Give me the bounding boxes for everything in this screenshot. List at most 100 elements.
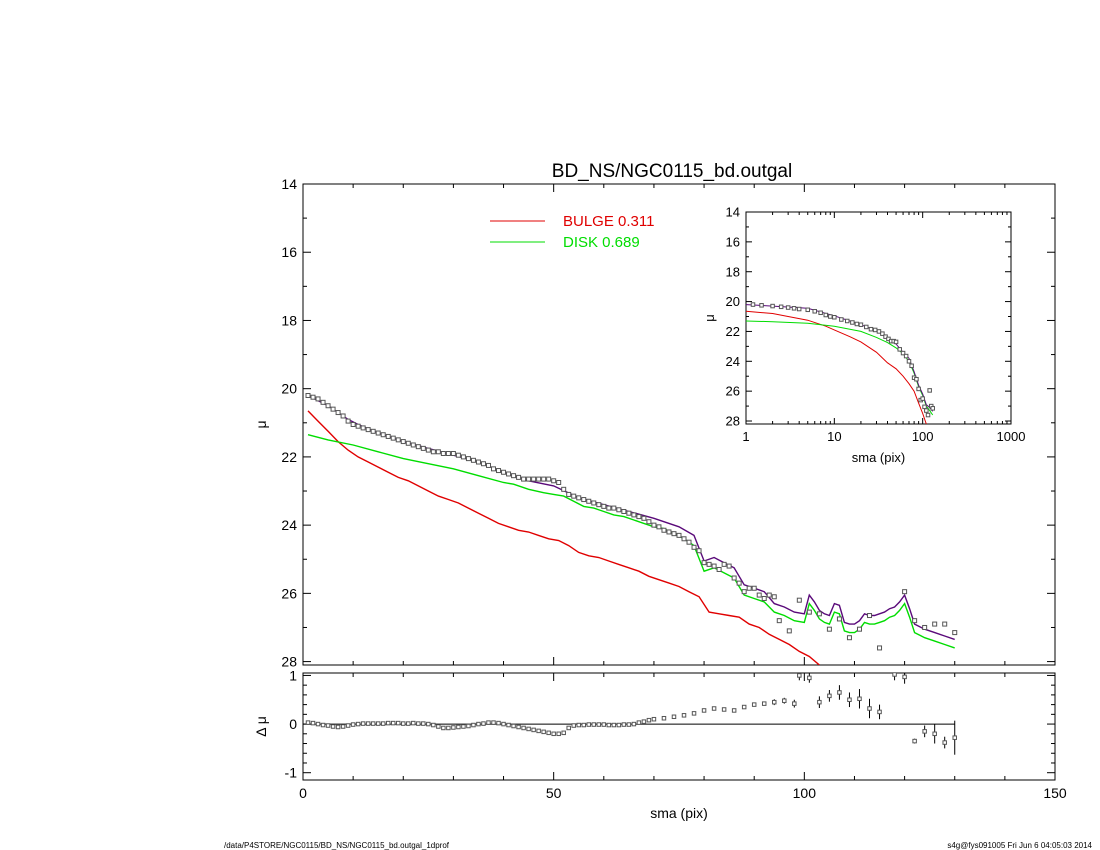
data-point	[355, 423, 361, 429]
data-point	[916, 386, 921, 392]
data-point	[772, 699, 777, 705]
data-point	[350, 422, 356, 427]
footer-stamp: s4g@fys091005 Fri Jun 6 04:05:03 2014	[947, 841, 1092, 850]
data-point	[909, 363, 914, 369]
data-point	[465, 456, 471, 462]
y-axis-label: μ	[702, 314, 717, 322]
x-tick-label: 0	[299, 785, 307, 801]
data-point	[681, 536, 687, 542]
data-point	[932, 731, 937, 737]
data-point	[310, 394, 316, 400]
footer-path: /data/P4STORE/NGC0115/BD_NS/NGC0115_bd.o…	[224, 841, 450, 850]
data-point	[893, 339, 899, 345]
data-point	[305, 393, 311, 399]
data-point	[380, 721, 386, 726]
data-point	[681, 713, 687, 718]
data-point	[880, 331, 885, 336]
data-point	[892, 673, 897, 677]
data-point	[846, 635, 852, 641]
data-point	[470, 457, 476, 463]
data-point	[676, 532, 682, 538]
data-point	[561, 486, 567, 492]
data-point	[924, 408, 929, 413]
data-point	[701, 708, 707, 713]
data-point	[626, 722, 632, 727]
data-point	[711, 706, 717, 711]
data-point	[621, 508, 627, 514]
data-point	[365, 721, 371, 726]
plot-frame	[745, 211, 1012, 425]
data-point	[731, 708, 737, 713]
data-point	[826, 626, 832, 632]
data-point	[541, 729, 546, 735]
data-point	[496, 720, 501, 726]
data-point	[942, 621, 948, 627]
data-point	[330, 406, 336, 412]
x-tick-label: 1	[742, 429, 749, 444]
data-point	[416, 721, 421, 726]
data-point	[435, 449, 441, 455]
data-point	[335, 724, 341, 730]
data-point	[844, 318, 850, 324]
data-point	[485, 462, 491, 468]
data-point	[551, 478, 557, 484]
data-point	[827, 693, 832, 699]
y-tick-label: 24	[281, 517, 297, 533]
data-point	[785, 305, 791, 310]
data-point	[836, 616, 842, 622]
data-layer	[305, 393, 958, 665]
data-point	[451, 725, 456, 730]
data-point	[912, 738, 917, 744]
data-point	[401, 721, 406, 726]
data-point	[385, 720, 391, 726]
data-point	[746, 585, 752, 591]
data-point	[551, 731, 556, 737]
data-point	[721, 561, 727, 567]
x-tick-label: 1000	[997, 429, 1026, 444]
data-point	[536, 728, 541, 734]
data-point	[576, 495, 582, 501]
data-point	[796, 597, 802, 603]
data-point	[902, 674, 907, 680]
data-point	[854, 321, 860, 327]
data-point	[425, 447, 431, 453]
data-point	[751, 702, 757, 707]
x-tick-label: 50	[546, 785, 562, 801]
data-point	[390, 435, 396, 441]
data-layer	[303, 673, 957, 755]
y-tick-label: 16	[726, 234, 740, 249]
legend-entry: BULGE 0.311	[563, 213, 654, 230]
data-point	[920, 396, 925, 401]
x-tick-label: 100	[912, 429, 934, 444]
data-point	[750, 302, 756, 307]
data-point	[651, 716, 657, 722]
data-point	[446, 725, 451, 731]
data-point	[903, 353, 909, 359]
data-point	[877, 709, 882, 715]
inset-plot: 1 10 100 1000 14 16 18 20 22 24 26 28 μ sma (pix)	[702, 205, 1025, 465]
data-point	[460, 454, 466, 460]
y-tick-label: 18	[281, 312, 297, 328]
series-disk-line	[307, 434, 955, 649]
data-point	[641, 515, 647, 521]
data-point	[716, 566, 722, 572]
data-point	[646, 519, 652, 525]
data-point	[856, 626, 862, 632]
data-point	[797, 673, 802, 678]
data-point	[476, 721, 481, 727]
data-point	[591, 500, 597, 506]
y-tick-label: 18	[726, 264, 740, 279]
data-point	[431, 722, 436, 728]
plot-frame	[302, 183, 1056, 666]
data-point	[828, 314, 833, 319]
data-point	[450, 450, 456, 456]
data-point	[766, 592, 772, 598]
data-point	[315, 396, 321, 402]
data-point	[596, 502, 602, 508]
data-point	[320, 399, 326, 405]
data-point	[770, 303, 775, 309]
data-point	[506, 722, 511, 728]
data-point	[942, 740, 947, 745]
data-point	[776, 618, 782, 624]
data-point	[421, 721, 426, 726]
